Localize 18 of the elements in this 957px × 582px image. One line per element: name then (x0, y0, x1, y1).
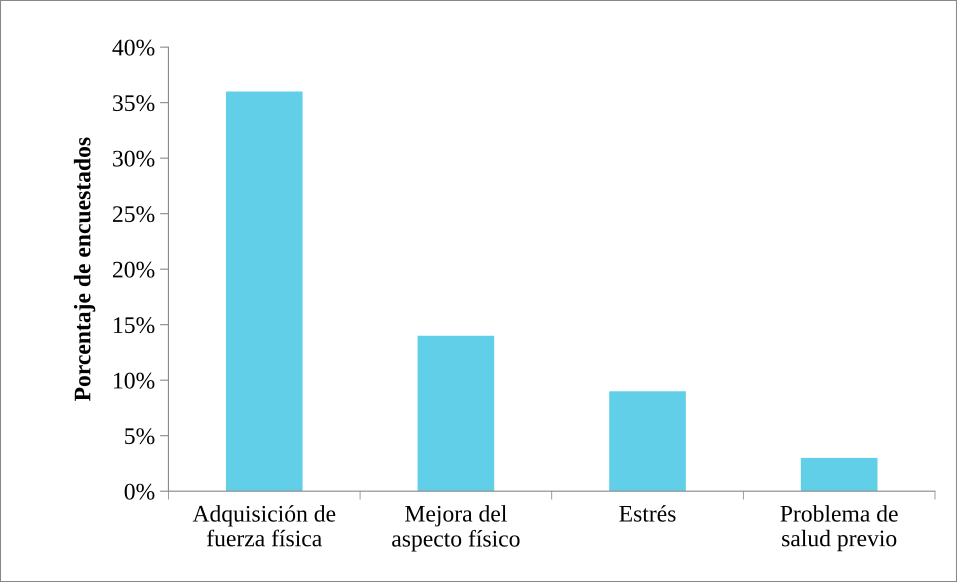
y-tick-label: 0% (124, 484, 154, 500)
y-tick-label: 10% (114, 372, 154, 389)
y-axis-title: Porcentaje de encuestados (74, 138, 96, 402)
y-tick-label: 30% (113, 150, 154, 167)
bar (226, 92, 303, 492)
y-tick-label: 35% (113, 95, 154, 112)
y-tick-label: 20% (112, 262, 154, 278)
y-tick-label: 25% (112, 206, 154, 222)
bar (418, 336, 494, 492)
y-tick-label: 15% (114, 317, 154, 334)
x-tick-label: Problema de salud previo (780, 505, 898, 552)
bar (609, 391, 686, 492)
y-tick-label: 40% (112, 40, 154, 56)
x-tick-label: Estrés (619, 505, 676, 522)
y-tick-label: 5% (125, 428, 154, 444)
x-tick-label: Mejora del aspecto físico (392, 505, 520, 552)
x-tick-label: Adquisición de fuerza física (192, 505, 336, 546)
bar (800, 458, 878, 492)
